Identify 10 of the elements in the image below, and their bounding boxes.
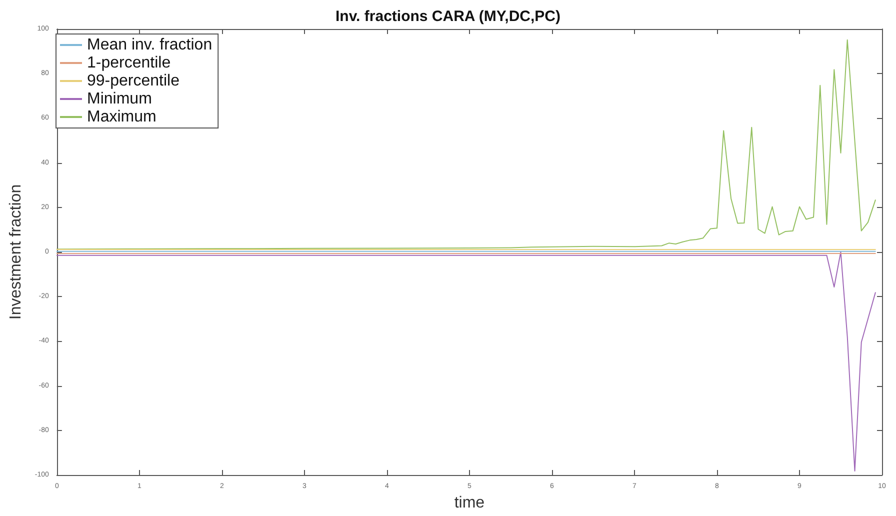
legend-label: 99-percentile (87, 72, 180, 90)
legend-label: 1-percentile (87, 54, 171, 72)
line-series (56, 39, 876, 250)
chart-title: Inv. fractions CARA (MY,DC,PC) (335, 8, 561, 25)
line-series (56, 252, 876, 472)
legend-label: Maximum (87, 108, 156, 126)
y-axis-title: Investment fraction (8, 184, 24, 320)
legend-label: Mean inv. fraction (87, 36, 212, 54)
legend-label: Minimum (87, 90, 152, 108)
x-axis-title: time (454, 494, 485, 512)
